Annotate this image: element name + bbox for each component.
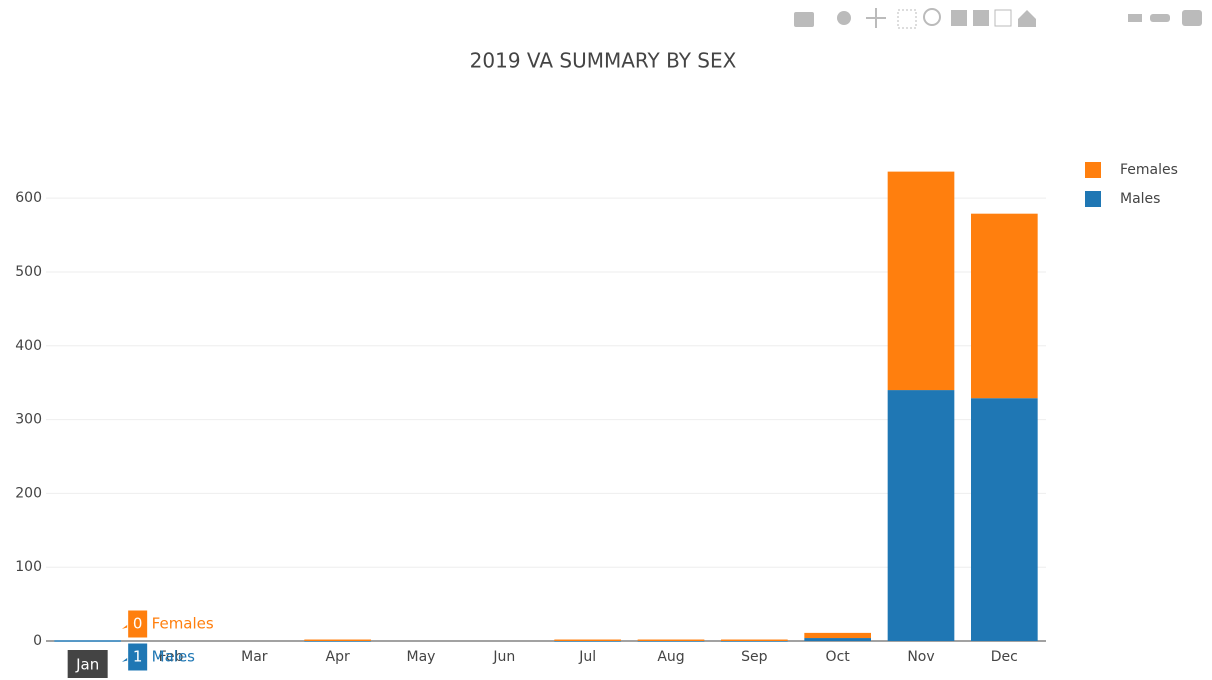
x-tick-label: Dec <box>991 649 1018 665</box>
hover-value: 0 <box>133 615 143 633</box>
bar <box>887 390 955 641</box>
x-tick-label: Apr <box>326 649 350 665</box>
y-tick-label: 0 <box>33 633 42 649</box>
x-tick-label: Nov <box>907 649 934 665</box>
x-tick-label: Oct <box>826 649 851 665</box>
x-tick-label: Mar <box>241 649 268 665</box>
hover-value: 1 <box>133 648 143 666</box>
bar <box>971 398 1038 641</box>
hover-closest-icon[interactable] <box>1150 14 1170 22</box>
x-tick-label: Aug <box>657 649 684 665</box>
zoom-out-icon[interactable] <box>973 10 989 26</box>
legend-swatch <box>1085 162 1101 178</box>
y-tick-label: 400 <box>15 338 42 354</box>
x-tick-label: Jun <box>492 649 515 665</box>
y-tick-label: 200 <box>15 485 42 501</box>
hover-name: Females <box>152 615 214 633</box>
zoom-in-icon[interactable] <box>951 10 967 26</box>
bar <box>54 640 122 642</box>
x-tick-label: May <box>407 649 436 665</box>
x-tick-label: Jul <box>578 649 596 665</box>
modebar <box>794 8 1202 29</box>
hover-tooltip: Jan 0 Females 1 Males <box>67 609 214 678</box>
x-tick-label: Feb <box>159 649 184 665</box>
bar <box>304 639 371 642</box>
bar <box>554 639 621 642</box>
y-tick-label: 500 <box>15 264 42 280</box>
bar <box>804 632 871 639</box>
reset-icon[interactable] <box>1018 10 1036 27</box>
bar <box>887 171 955 391</box>
bar <box>637 639 705 642</box>
hover-axis-box <box>67 650 108 678</box>
autoscale-icon[interactable] <box>994 9 1012 27</box>
hover-box <box>119 609 149 639</box>
select-icon[interactable] <box>897 9 917 29</box>
bar <box>971 213 1038 399</box>
hover-box <box>119 642 149 672</box>
y-tick-label: 100 <box>15 559 42 575</box>
hover-name: Males <box>152 648 196 666</box>
lasso-icon[interactable] <box>923 8 941 26</box>
chart-title: 2019 VA SUMMARY BY SEX <box>470 49 737 73</box>
hover-compare-icon[interactable] <box>1182 10 1202 26</box>
legend-swatch <box>1085 191 1101 207</box>
y-tick-label: 600 <box>15 190 42 206</box>
spike-icon[interactable] <box>1128 14 1142 22</box>
zoom-icon[interactable] <box>837 11 851 25</box>
hover-axis-label: Jan <box>75 656 99 674</box>
x-tick-label: Sep <box>741 649 768 665</box>
legend-label: Females <box>1120 162 1178 178</box>
camera-icon[interactable] <box>794 12 814 27</box>
y-tick-label: 300 <box>15 412 42 428</box>
bar <box>721 639 788 642</box>
legend-label: Males <box>1120 191 1160 207</box>
bar <box>804 638 871 641</box>
pan-icon[interactable] <box>866 8 886 28</box>
bars <box>54 171 1038 642</box>
